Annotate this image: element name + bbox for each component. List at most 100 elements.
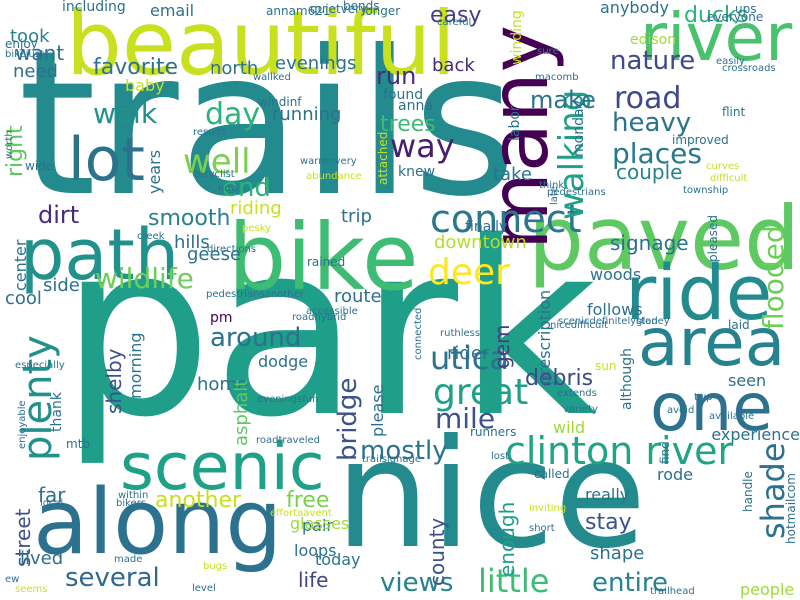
- cloud-word: signage: [610, 231, 689, 255]
- cloud-word: inviting: [529, 503, 567, 514]
- cloud-word: bridge: [333, 377, 363, 461]
- cloud-word: rained: [307, 255, 346, 269]
- cloud-word: twp: [694, 392, 713, 403]
- cloud-word: enough: [495, 501, 519, 577]
- cloud-word: clinton river: [505, 429, 734, 473]
- cloud-word: roadhybrid: [292, 312, 347, 323]
- cloud-word: make: [530, 86, 596, 114]
- cloud-word: well: [183, 142, 251, 182]
- cloud-word: curves: [706, 161, 740, 172]
- cloud-word: need: [13, 61, 58, 82]
- cloud-word: way: [390, 127, 455, 165]
- cloud-word: run: [376, 62, 417, 90]
- cloud-word: rider: [447, 343, 490, 364]
- cloud-word: enjoy: [5, 37, 38, 51]
- cloud-word: seen: [728, 371, 767, 390]
- cloud-word: pm: [210, 310, 233, 326]
- cloud-word: deer: [428, 252, 510, 293]
- cloud-word: follows: [587, 300, 643, 319]
- cloud-word: seems: [15, 584, 48, 595]
- cloud-word: pedestrians: [547, 187, 606, 198]
- cloud-word: people: [740, 580, 795, 599]
- cloud-word: bikers: [116, 498, 147, 509]
- cloud-word: woods: [590, 265, 642, 284]
- cloud-word: warrenvery: [300, 156, 357, 167]
- cloud-word: called: [534, 467, 570, 481]
- cloud-word: little: [478, 562, 550, 600]
- cloud-word: attached: [376, 131, 390, 185]
- cloud-word: center: [11, 239, 30, 291]
- cloud-word: short: [529, 523, 555, 534]
- cloud-word: hotmailcom: [784, 473, 798, 544]
- cloud-word: sun: [595, 359, 617, 373]
- cloud-word: really: [585, 485, 630, 504]
- cloud-word: annam621: [266, 4, 331, 18]
- cloud-word: quietvery: [310, 2, 368, 16]
- cloud-word: available: [709, 411, 755, 422]
- cloud-word: winding: [509, 10, 525, 65]
- cloud-word: including: [62, 0, 126, 15]
- cloud-word: geese: [187, 244, 242, 265]
- cloud-word: runners: [470, 425, 517, 439]
- cloud-word: mtb: [66, 437, 91, 451]
- cloud-word: within: [118, 490, 149, 501]
- cloud-word: flint: [722, 105, 746, 119]
- cloud-word: eveningsfun: [257, 394, 319, 405]
- cloud-word: heavy: [612, 108, 692, 138]
- cloud-word: dirt: [38, 201, 80, 229]
- cloud-word: life: [298, 568, 329, 592]
- cloud-word: views: [380, 568, 454, 598]
- cloud-word: trailsignage: [362, 454, 422, 465]
- cloud-word: macomb: [535, 72, 579, 83]
- cloud-word: beautiful: [66, 0, 456, 95]
- cloud-word: longer: [362, 4, 401, 18]
- cloud-word: several: [65, 563, 160, 593]
- cloud-word: shape: [590, 543, 645, 564]
- cloud-word: nice: [335, 408, 647, 582]
- cloud-word: creek: [137, 231, 165, 242]
- cloud-word: evenings: [275, 53, 357, 74]
- cloud-word: although: [619, 347, 635, 410]
- cloud-word: trip: [341, 206, 372, 227]
- cloud-word: finally: [465, 219, 508, 235]
- cloud-word: back: [432, 55, 475, 76]
- cloud-word: accessible: [306, 306, 358, 317]
- cloud-word: crossroads: [722, 63, 776, 74]
- cloud-word: places: [612, 137, 702, 170]
- cloud-word: one: [650, 369, 773, 446]
- cloud-word: rode: [657, 465, 694, 484]
- cloud-word: took: [10, 26, 50, 47]
- cloud-word: especially: [15, 360, 65, 371]
- cloud-word: ruthless: [440, 328, 481, 339]
- cloud-word: sure: [537, 46, 559, 57]
- cloud-word: area: [638, 304, 786, 381]
- cloud-word: county: [425, 517, 449, 586]
- cloud-word: abundance: [306, 171, 362, 182]
- cloud-word: park: [60, 190, 598, 470]
- cloud-word: wildlife: [95, 262, 194, 295]
- cloud-word: downtown: [434, 232, 527, 253]
- cloud-word: easy: [430, 3, 482, 28]
- cloud-word: stay: [585, 510, 632, 535]
- cloud-word: mile: [435, 402, 496, 435]
- cloud-word: stoney: [636, 316, 670, 327]
- cloud-word: effortaavent: [270, 508, 332, 519]
- cloud-word: pair: [302, 516, 333, 535]
- cloud-word: bikejust: [5, 49, 44, 60]
- cloud-word: end: [222, 173, 271, 203]
- cloud-word: directions: [207, 244, 257, 255]
- cloud-word: gem: [490, 324, 514, 369]
- cloud-word: found: [383, 87, 424, 103]
- cloud-word: path: [20, 214, 180, 296]
- cloud-word: think: [539, 180, 565, 191]
- cloud-word: free: [286, 488, 330, 513]
- cloud-word: now: [218, 183, 239, 194]
- cloud-word: debris: [525, 366, 594, 391]
- cloud-word: please: [368, 384, 387, 437]
- cloud-word: bugs: [203, 561, 228, 572]
- cloud-word: trails: [18, 8, 517, 241]
- cloud-word: north: [210, 58, 259, 79]
- cloud-word: easily: [716, 56, 745, 67]
- cloud-word: difficult: [710, 173, 748, 184]
- cloud-word: made: [114, 554, 143, 565]
